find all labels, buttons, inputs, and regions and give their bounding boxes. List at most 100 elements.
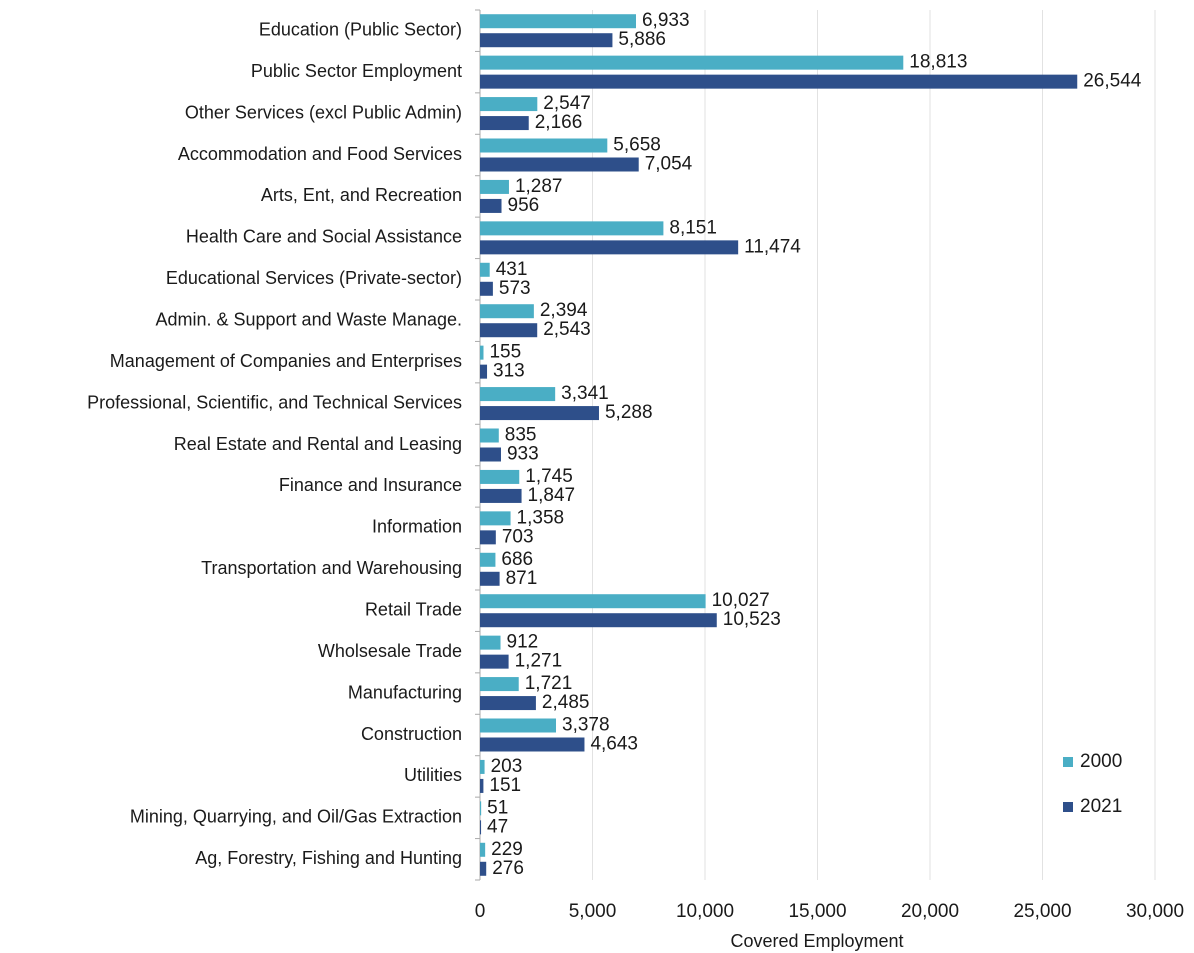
data-label: 26,544 bbox=[1083, 71, 1142, 92]
bar bbox=[480, 406, 599, 421]
bar bbox=[480, 323, 538, 338]
bar bbox=[480, 677, 519, 692]
data-label: 956 bbox=[508, 195, 540, 216]
y-tick-label: Educational Services (Private-sector) bbox=[166, 268, 462, 288]
bar bbox=[480, 221, 664, 236]
data-label: 1,358 bbox=[517, 507, 565, 528]
bar bbox=[480, 74, 1078, 89]
bar bbox=[480, 33, 613, 48]
legend-label: 2021 bbox=[1080, 796, 1122, 817]
data-label: 11,474 bbox=[744, 236, 801, 257]
y-tick-label: Transportation and Warehousing bbox=[201, 558, 462, 578]
x-tick-label: 10,000 bbox=[676, 901, 734, 922]
data-label: 6,933 bbox=[642, 10, 690, 31]
bar bbox=[480, 364, 488, 379]
y-tick-label: Information bbox=[372, 517, 462, 537]
data-label: 3,341 bbox=[561, 383, 609, 404]
x-tick-label: 0 bbox=[475, 901, 486, 922]
data-label: 573 bbox=[499, 278, 531, 299]
data-label: 155 bbox=[489, 342, 521, 363]
y-tick-label: Management of Companies and Enterprises bbox=[110, 351, 462, 371]
data-label: 2,485 bbox=[542, 692, 590, 713]
bar bbox=[480, 55, 904, 70]
y-tick-label: Construction bbox=[361, 724, 462, 744]
bar bbox=[480, 654, 509, 669]
y-tick-label: Real Estate and Rental and Leasing bbox=[174, 434, 462, 454]
x-tick-label: 30,000 bbox=[1126, 901, 1184, 922]
data-label: 835 bbox=[505, 425, 537, 446]
data-label: 1,271 bbox=[515, 651, 563, 672]
data-label: 5,288 bbox=[605, 402, 653, 423]
y-tick-label: Health Care and Social Assistance bbox=[186, 227, 462, 247]
x-tick-label: 25,000 bbox=[1013, 901, 1071, 922]
bar bbox=[480, 281, 493, 296]
y-tick-label: Professional, Scientific, and Technical … bbox=[87, 392, 462, 412]
bar bbox=[480, 759, 485, 774]
data-label: 703 bbox=[502, 526, 534, 547]
data-label: 10,027 bbox=[712, 590, 770, 611]
bar bbox=[480, 820, 482, 835]
bar bbox=[480, 861, 487, 876]
bar bbox=[480, 778, 484, 793]
y-tick-label: Manufacturing bbox=[348, 682, 462, 702]
y-tick-label: Arts, Ent, and Recreation bbox=[261, 185, 462, 205]
bar bbox=[480, 428, 499, 443]
data-label: 8,151 bbox=[669, 217, 717, 238]
data-label: 7,054 bbox=[645, 154, 693, 175]
bar bbox=[480, 718, 557, 733]
data-label: 2,166 bbox=[535, 112, 583, 133]
bar bbox=[480, 801, 482, 816]
data-label: 1,847 bbox=[528, 485, 576, 506]
bar bbox=[480, 511, 511, 526]
bar bbox=[480, 552, 496, 567]
data-label: 431 bbox=[496, 259, 528, 280]
data-label: 276 bbox=[492, 858, 524, 879]
x-tick-label: 15,000 bbox=[788, 901, 846, 922]
data-label: 5,886 bbox=[618, 29, 666, 50]
data-label: 912 bbox=[507, 632, 539, 653]
data-label: 313 bbox=[493, 361, 525, 382]
bar bbox=[480, 138, 608, 153]
data-label: 203 bbox=[491, 756, 523, 777]
bar bbox=[480, 304, 534, 319]
bar bbox=[480, 469, 520, 484]
legend-swatch bbox=[1063, 757, 1073, 767]
bar bbox=[480, 447, 501, 462]
bar bbox=[480, 198, 502, 213]
data-label: 871 bbox=[506, 568, 538, 589]
y-tick-label: Mining, Quarrying, and Oil/Gas Extractio… bbox=[130, 807, 462, 827]
x-tick-label: 20,000 bbox=[901, 901, 959, 922]
bar bbox=[480, 97, 538, 112]
y-tick-label: Ag, Forestry, Fishing and Hunting bbox=[195, 848, 462, 868]
bar bbox=[480, 345, 484, 360]
data-label: 2,394 bbox=[540, 300, 588, 321]
bar bbox=[480, 594, 706, 609]
bar bbox=[480, 240, 739, 255]
bar bbox=[480, 116, 529, 131]
bar bbox=[480, 613, 717, 628]
bar bbox=[480, 635, 501, 650]
y-tick-label: Other Services (excl Public Admin) bbox=[185, 102, 462, 122]
bar bbox=[480, 387, 556, 402]
data-label: 10,523 bbox=[723, 609, 781, 630]
data-label: 2,547 bbox=[543, 93, 591, 114]
y-tick-label: Finance and Insurance bbox=[279, 475, 462, 495]
legend-swatch bbox=[1063, 802, 1073, 812]
data-label: 151 bbox=[489, 775, 521, 796]
bar bbox=[480, 530, 496, 545]
legend-label: 2000 bbox=[1080, 751, 1122, 772]
data-label: 47 bbox=[487, 816, 508, 837]
data-label: 51 bbox=[487, 797, 508, 818]
y-tick-label: Utilities bbox=[404, 765, 462, 785]
data-label: 1,721 bbox=[525, 673, 573, 694]
data-label: 229 bbox=[491, 839, 523, 860]
y-tick-label: Retail Trade bbox=[365, 599, 462, 619]
bar bbox=[480, 737, 585, 752]
data-label: 3,378 bbox=[562, 715, 610, 736]
data-label: 2,543 bbox=[543, 319, 591, 340]
data-label: 5,658 bbox=[613, 135, 661, 156]
x-axis-label: Covered Employment bbox=[730, 931, 903, 951]
data-label: 933 bbox=[507, 444, 539, 465]
data-label: 1,745 bbox=[525, 466, 573, 487]
